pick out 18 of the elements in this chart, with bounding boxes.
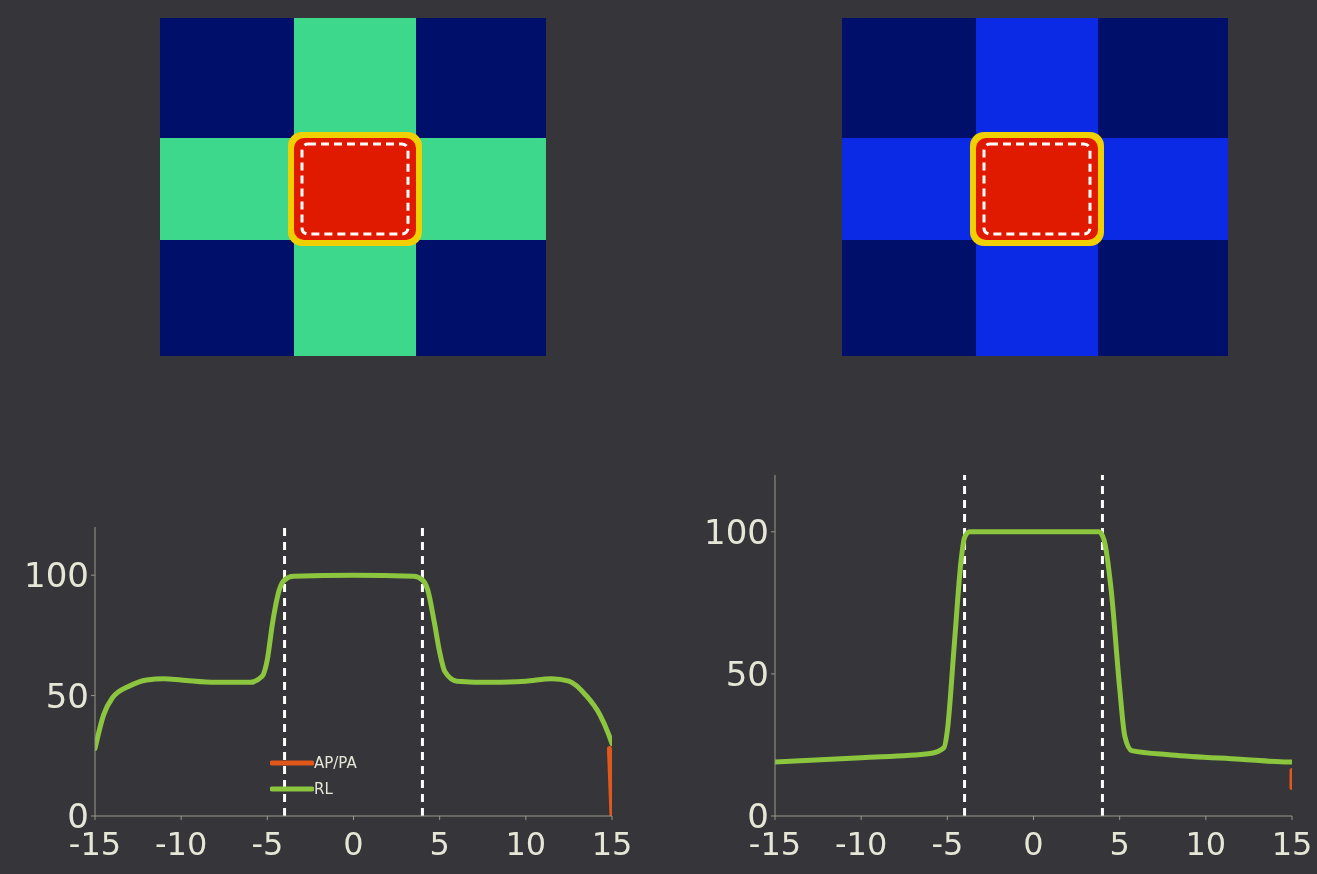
x-tick-label: 15 (591, 824, 633, 863)
x-tick-label: 5 (1109, 824, 1130, 863)
x-tick-label: 5 (429, 824, 450, 863)
y-tick-label: 100 (704, 511, 769, 552)
x-tick-label: -10 (155, 824, 208, 863)
y-tick-label: 50 (45, 675, 89, 716)
x-tick-label: 15 (1271, 824, 1313, 863)
x-tick-label: 0 (343, 824, 364, 863)
y-tick-label: 100 (24, 555, 89, 596)
x-tick-label: 0 (1023, 824, 1044, 863)
legend-label: RL (314, 780, 333, 798)
x-tick-label: -5 (931, 824, 964, 863)
x-tick-label: 10 (505, 824, 547, 863)
x-tick-label: 10 (1185, 824, 1227, 863)
x-tick-label: -10 (835, 824, 888, 863)
x-tick-label: -5 (251, 824, 284, 863)
y-tick-label: 50 (725, 653, 769, 694)
legend-label: AP/PA (314, 754, 357, 772)
